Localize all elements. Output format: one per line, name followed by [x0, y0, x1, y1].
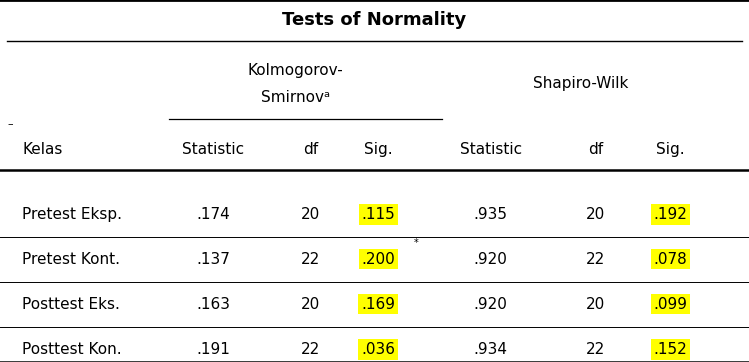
- Text: Tests of Normality: Tests of Normality: [282, 11, 467, 29]
- Text: Shapiro-Wilk: Shapiro-Wilk: [533, 76, 628, 92]
- Text: *: *: [414, 238, 419, 248]
- Text: df: df: [303, 142, 318, 157]
- Text: 22: 22: [586, 342, 605, 357]
- Text: .152: .152: [653, 342, 688, 357]
- Text: .935: .935: [473, 207, 508, 222]
- Text: .934: .934: [473, 342, 508, 357]
- Text: Smirnovᵃ: Smirnovᵃ: [261, 90, 330, 105]
- Text: 20: 20: [586, 296, 605, 312]
- Text: Pretest Eksp.: Pretest Eksp.: [22, 207, 123, 222]
- Text: 22: 22: [301, 342, 321, 357]
- Text: .920: .920: [473, 252, 508, 267]
- Text: 20: 20: [586, 207, 605, 222]
- Text: Kelas: Kelas: [22, 142, 63, 157]
- Text: .920: .920: [473, 296, 508, 312]
- Text: –: –: [7, 119, 13, 130]
- Text: .169: .169: [361, 296, 395, 312]
- Text: df: df: [588, 142, 603, 157]
- Text: Statistic: Statistic: [460, 142, 521, 157]
- Text: .191: .191: [196, 342, 231, 357]
- Text: Sig.: Sig.: [656, 142, 685, 157]
- Text: .192: .192: [653, 207, 688, 222]
- Text: 22: 22: [586, 252, 605, 267]
- Text: Posttest Kon.: Posttest Kon.: [22, 342, 122, 357]
- Text: .036: .036: [361, 342, 395, 357]
- Text: Pretest Kont.: Pretest Kont.: [22, 252, 121, 267]
- Text: 20: 20: [301, 207, 321, 222]
- Text: .200: .200: [361, 252, 395, 267]
- Text: .163: .163: [196, 296, 231, 312]
- Text: Kolmogorov-: Kolmogorov-: [248, 63, 344, 78]
- Text: .099: .099: [653, 296, 688, 312]
- Text: .078: .078: [653, 252, 688, 267]
- Text: Statistic: Statistic: [183, 142, 244, 157]
- Text: Sig.: Sig.: [364, 142, 392, 157]
- Text: 20: 20: [301, 296, 321, 312]
- Text: .137: .137: [196, 252, 231, 267]
- Text: Posttest Eks.: Posttest Eks.: [22, 296, 121, 312]
- Text: 22: 22: [301, 252, 321, 267]
- Text: .115: .115: [361, 207, 395, 222]
- Text: .174: .174: [196, 207, 231, 222]
